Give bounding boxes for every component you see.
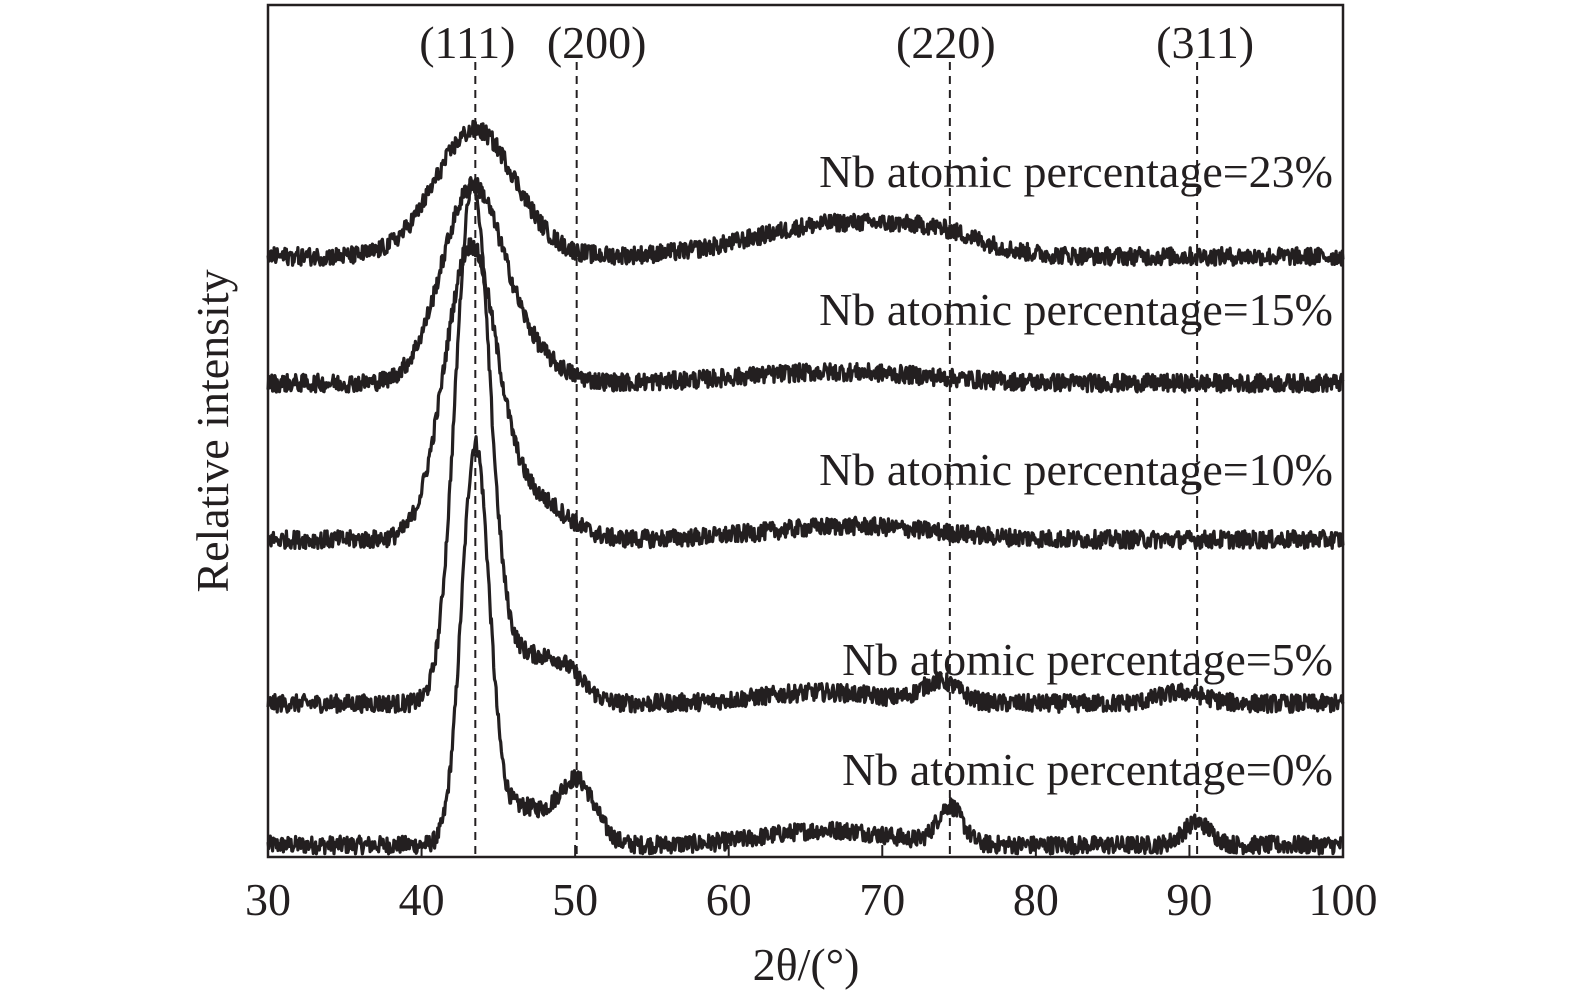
peak-label-4: (311) bbox=[1156, 17, 1254, 68]
series-trace-2 bbox=[266, 176, 1345, 714]
series-trace-1 bbox=[266, 435, 1344, 856]
series-labels: Nb atomic percentage=0% Nb atomic percent… bbox=[819, 146, 1333, 795]
peak-label-1: (111) bbox=[419, 17, 515, 68]
x-tick-label-50: 50 bbox=[552, 874, 598, 925]
x-tick-label-60: 60 bbox=[706, 874, 752, 925]
plot-frame bbox=[266, 3, 1345, 859]
x-tick-label-40: 40 bbox=[399, 874, 445, 925]
x-axis-ticks: 30 40 50 60 70 80 90 100 bbox=[245, 845, 1378, 925]
series-trace-5 bbox=[266, 119, 1345, 267]
reference-lines bbox=[474, 62, 1199, 857]
peak-labels: (111) (200) (220) (311) bbox=[419, 17, 1254, 68]
y-axis-title: Relative intensity bbox=[187, 269, 238, 592]
series-trace-4 bbox=[266, 177, 1345, 394]
x-tick-label-80: 80 bbox=[1013, 874, 1059, 925]
x-tick-label-90: 90 bbox=[1166, 874, 1212, 925]
series-traces bbox=[266, 119, 1345, 856]
peak-label-3: (220) bbox=[896, 17, 996, 68]
series-trace-3 bbox=[266, 237, 1345, 550]
x-axis-title: 2θ/(°) bbox=[753, 939, 860, 990]
series-label-3: Nb atomic percentage=10% bbox=[819, 444, 1333, 495]
x-tick-label-70: 70 bbox=[859, 874, 905, 925]
series-label-1: Nb atomic percentage=0% bbox=[842, 744, 1333, 795]
series-label-4: Nb atomic percentage=15% bbox=[819, 284, 1333, 335]
series-label-5: Nb atomic percentage=23% bbox=[819, 146, 1333, 197]
x-tick-label-100: 100 bbox=[1309, 874, 1378, 925]
series-label-2: Nb atomic percentage=5% bbox=[842, 634, 1333, 685]
peak-label-2: (200) bbox=[547, 17, 647, 68]
x-tick-label-30: 30 bbox=[245, 874, 291, 925]
